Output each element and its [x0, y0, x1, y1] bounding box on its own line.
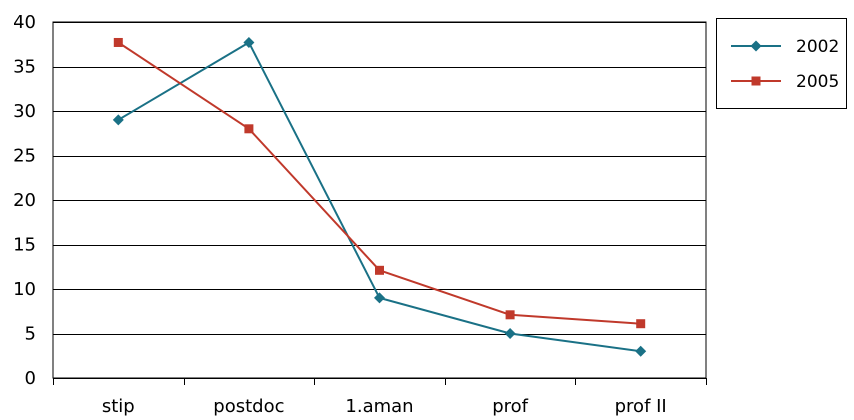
legend: 2002 2005	[716, 18, 847, 109]
data-point-2002-prof	[504, 328, 516, 339]
legend-label: 2005	[796, 72, 839, 92]
legend-box	[716, 18, 847, 109]
legend-label: 2002	[796, 37, 839, 57]
x-tick-label: 1.aman	[345, 396, 413, 417]
data-point-2002-1.aman	[374, 292, 385, 304]
y-tick-label: 35	[13, 57, 36, 78]
data-point-2002-postdoc	[243, 36, 255, 48]
data-point-2005-stip	[113, 37, 123, 47]
x-axis-tick-labels: stip postdoc 1.aman prof prof II	[102, 396, 667, 417]
data-point-2005-1.aman	[375, 265, 384, 275]
gridlines	[53, 22, 706, 335]
axes	[53, 378, 707, 385]
y-tick-label: 0	[25, 368, 36, 389]
data-point-2005-prof-II	[636, 319, 646, 329]
legend-item-2005: 2005	[731, 72, 839, 92]
series-layer	[112, 36, 647, 357]
series-2005	[113, 37, 646, 329]
data-point-2005-prof	[505, 310, 515, 320]
data-point-2002-stip	[112, 114, 124, 126]
x-tick-label: postdoc	[213, 396, 284, 417]
x-tick-label: prof	[492, 396, 528, 417]
x-tick-label: prof II	[615, 396, 667, 417]
y-tick-label: 20	[13, 190, 36, 211]
y-tick-label: 15	[13, 235, 36, 256]
data-point-2002-prof-II	[635, 345, 647, 357]
y-tick-label: 25	[13, 146, 36, 167]
legend-swatch-marker	[750, 40, 762, 52]
y-axis-tick-labels: 0 5 10 15 20 25 30 35 40	[13, 12, 36, 389]
x-tick-label: stip	[102, 396, 135, 417]
legend-item-2002: 2002	[731, 37, 839, 57]
y-tick-label: 40	[13, 12, 36, 33]
series-2002	[112, 36, 647, 357]
data-point-2005-postdoc	[244, 124, 254, 134]
y-tick-label: 10	[13, 279, 36, 300]
y-tick-label: 30	[13, 101, 36, 122]
legend-swatch-marker	[751, 76, 761, 86]
y-tick-label: 5	[25, 324, 36, 345]
